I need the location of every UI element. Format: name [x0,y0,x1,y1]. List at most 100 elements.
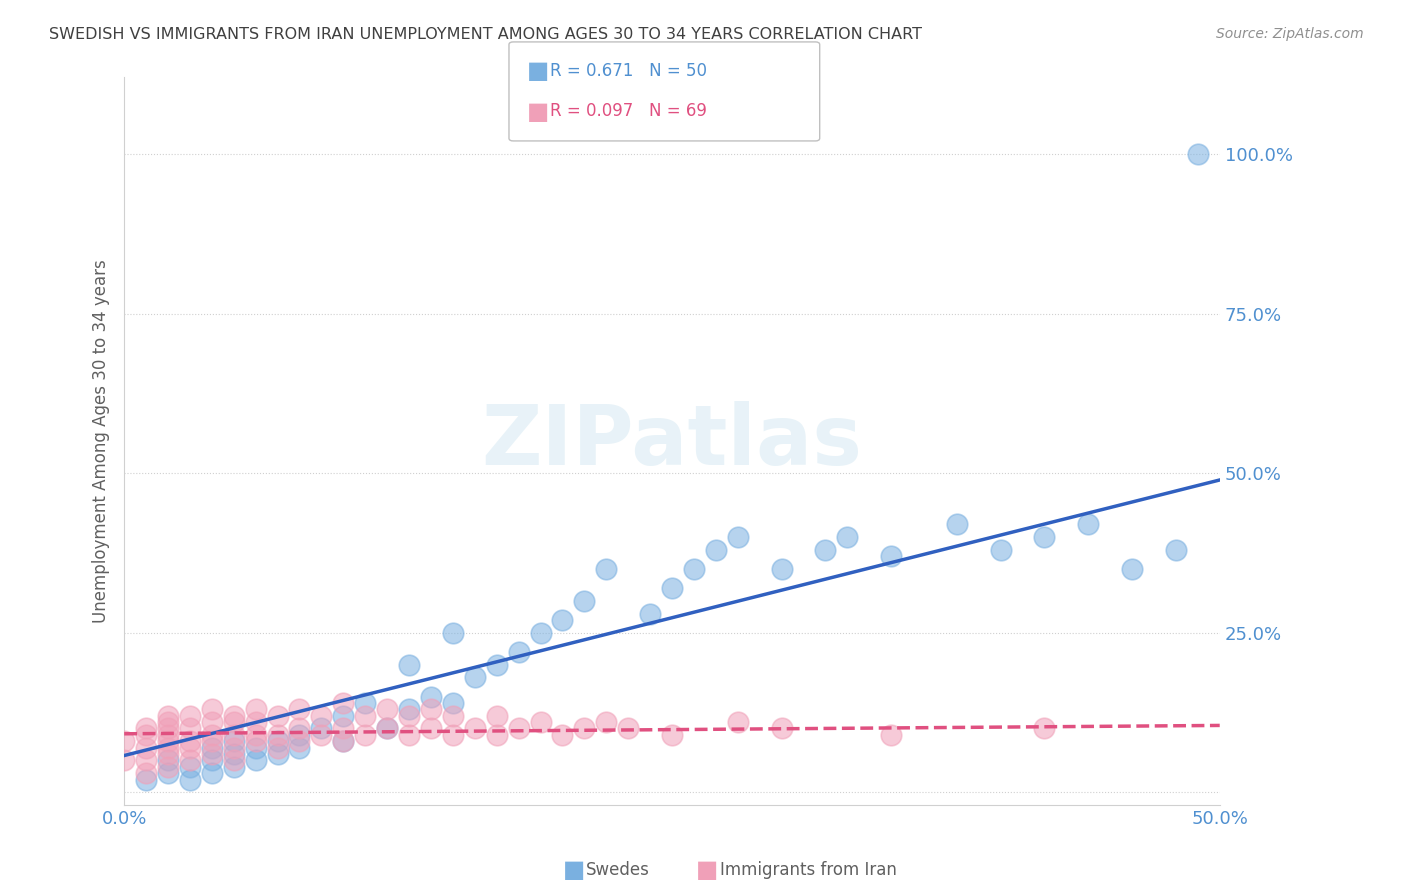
Point [135,753,157,767]
Point [135,728,157,742]
Point [201,740,224,755]
Point [770,722,793,736]
Point [288,722,311,736]
Point [311,728,333,742]
Point [179,740,201,755]
Point [266,740,288,755]
Point [398,702,420,716]
Point [201,728,224,742]
Point [354,708,377,723]
Y-axis label: Unemployment Among Ages 30 to 34 years: Unemployment Among Ages 30 to 34 years [93,260,110,624]
Point [245,753,267,767]
Point [441,728,464,742]
Point [179,772,201,787]
Point [595,715,617,730]
Text: R = 0.097   N = 69: R = 0.097 N = 69 [550,103,707,120]
Point [574,594,596,608]
Point [135,772,157,787]
Point [112,753,135,767]
Point [222,728,245,742]
Point [1187,147,1209,161]
Point [375,722,398,736]
Point [288,734,311,748]
Point [135,722,157,736]
Point [420,702,443,716]
Point [398,708,420,723]
Point [157,747,180,761]
Point [157,740,180,755]
Point [222,740,245,755]
Point [551,728,574,742]
Point [398,728,420,742]
Point [508,722,530,736]
Point [880,549,903,563]
Point [179,708,201,723]
Point [222,753,245,767]
Point [727,715,749,730]
Point [179,722,201,736]
Text: Swedes: Swedes [586,861,650,879]
Text: Source: ZipAtlas.com: Source: ZipAtlas.com [1216,27,1364,41]
Point [332,696,354,710]
Point [529,715,551,730]
Point [157,753,180,767]
Text: ZIPatlas: ZIPatlas [481,401,862,482]
Point [375,702,398,716]
Point [661,581,683,595]
Point [288,728,311,742]
Point [157,715,180,730]
Point [332,734,354,748]
Point [574,722,596,736]
Text: SWEDISH VS IMMIGRANTS FROM IRAN UNEMPLOYMENT AMONG AGES 30 TO 34 YEARS CORRELATI: SWEDISH VS IMMIGRANTS FROM IRAN UNEMPLOY… [49,27,922,42]
Point [332,722,354,736]
Point [529,625,551,640]
Point [157,722,180,736]
Point [420,722,443,736]
Point [398,657,420,672]
Point [201,766,224,780]
Point [420,690,443,704]
Point [288,740,311,755]
Point [222,734,245,748]
Point [245,734,267,748]
Point [946,517,969,532]
Point [595,562,617,576]
Point [704,542,727,557]
Point [179,753,201,767]
Point [222,708,245,723]
Point [201,734,224,748]
Point [551,613,574,627]
Text: ■: ■ [527,100,550,123]
Point [157,760,180,774]
Point [661,728,683,742]
Text: ■: ■ [527,60,550,83]
Point [201,715,224,730]
Point [245,740,267,755]
Point [332,708,354,723]
Point [201,702,224,716]
Point [135,740,157,755]
Point [1033,530,1056,544]
Point [245,715,267,730]
Point [179,760,201,774]
Point [1164,542,1187,557]
Point [485,728,508,742]
Point [464,670,486,684]
Point [245,702,267,716]
Point [157,728,180,742]
Point [222,747,245,761]
Point [837,530,859,544]
Text: ■: ■ [562,858,585,881]
Point [266,734,288,748]
Point [464,722,486,736]
Point [157,708,180,723]
Point [441,708,464,723]
Point [770,562,793,576]
Point [332,734,354,748]
Point [880,728,903,742]
Point [441,625,464,640]
Point [1121,562,1143,576]
Point [266,708,288,723]
Point [222,760,245,774]
Point [814,542,837,557]
